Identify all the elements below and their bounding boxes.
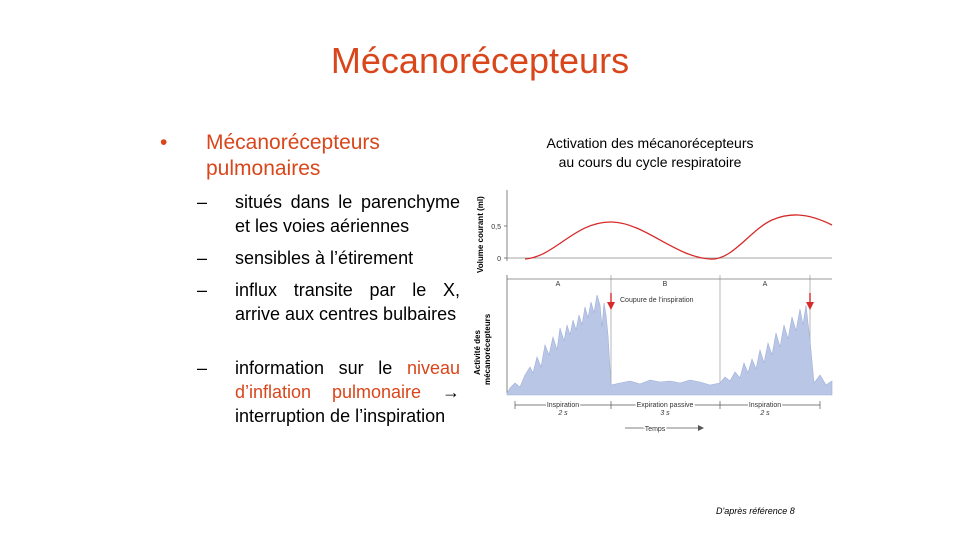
phase-2-duration: 3 s [660, 410, 670, 417]
phase-letter-a2: A [763, 281, 768, 288]
dash-marker: – [197, 192, 208, 212]
respiratory-figure: Volume courant (ml) 0,5 0 Activité des m… [470, 175, 840, 445]
figure-caption-line-1: Activation des mécanorécepteurs [546, 135, 754, 151]
sub-bullet-3: – influx transite par le X, arrive aux c… [160, 278, 460, 326]
phase-3-duration: 2 s [759, 410, 770, 417]
time-label: Temps [645, 426, 666, 433]
top-tick-label-zero: 0 [497, 256, 501, 263]
phase-1-name: Inspiration [547, 402, 579, 409]
bottom-ylabel-1: Activité des [473, 330, 482, 375]
sub-bullet-4-text-a: information sur le [235, 358, 407, 378]
figure-caption: Activation des mécanorécepteurs au cours… [500, 134, 800, 172]
sub-bullet-3-text: influx transite par le X, arrive aux cen… [235, 280, 460, 324]
phase-3-name: Inspiration [749, 402, 781, 409]
phase-1-duration: 2 s [557, 410, 568, 417]
volume-curve [524, 214, 833, 260]
top-ylabel: Volume courant (ml) [476, 196, 485, 273]
bullet-marker: • [160, 131, 168, 154]
bullet-main-text: Mécanorécepteurs pulmonaires [206, 131, 380, 180]
bottom-ylabel-2: mécanorécepteurs [483, 313, 492, 385]
dash-marker: – [197, 280, 208, 300]
bullet-list: • Mécanorécepteurs pulmonaires – situés … [160, 130, 460, 428]
top-tick-label-half: 0,5 [491, 224, 501, 231]
phase-2-name: Expiration passive [637, 402, 694, 409]
phase-letter-a1: A [556, 281, 561, 288]
inspiration-cut-arrowhead-1 [607, 302, 615, 310]
inspiration-cut-label: Coupure de l’inspiration [620, 297, 694, 304]
inspiration-cut-arrowhead-2 [806, 302, 814, 310]
respiratory-diagram: Volume courant (ml) 0,5 0 Activité des m… [473, 190, 833, 435]
phase-letter-b: B [663, 281, 668, 288]
source-credit: D'après référence 8 [716, 506, 795, 516]
sub-bullet-4-highlight: niveau d’inflation pulmonaire [235, 358, 460, 402]
activity-trace [506, 294, 833, 396]
sub-bullet-2-text: sensibles à l’étirement [235, 248, 414, 268]
sub-bullet-4-text-b: → interruption de l’inspiration [235, 382, 460, 426]
dash-marker: – [197, 248, 208, 268]
sub-bullet-4: – information sur le niveau d’inflation … [160, 356, 460, 428]
time-arrowhead [698, 425, 704, 431]
sub-bullet-2: – sensibles à l’étirement [160, 246, 460, 270]
figure-caption-line-2: au cours du cycle respiratoire [558, 154, 742, 170]
slide-title: Mécanorécepteurs [330, 40, 630, 81]
sub-bullet-1: – situés dans le parenchyme et les voies… [160, 190, 460, 238]
bullet-main: • Mécanorécepteurs pulmonaires [160, 130, 460, 182]
sub-bullet-1-text: situés dans le parenchyme et les voies a… [235, 192, 460, 236]
dash-marker: – [197, 358, 208, 378]
